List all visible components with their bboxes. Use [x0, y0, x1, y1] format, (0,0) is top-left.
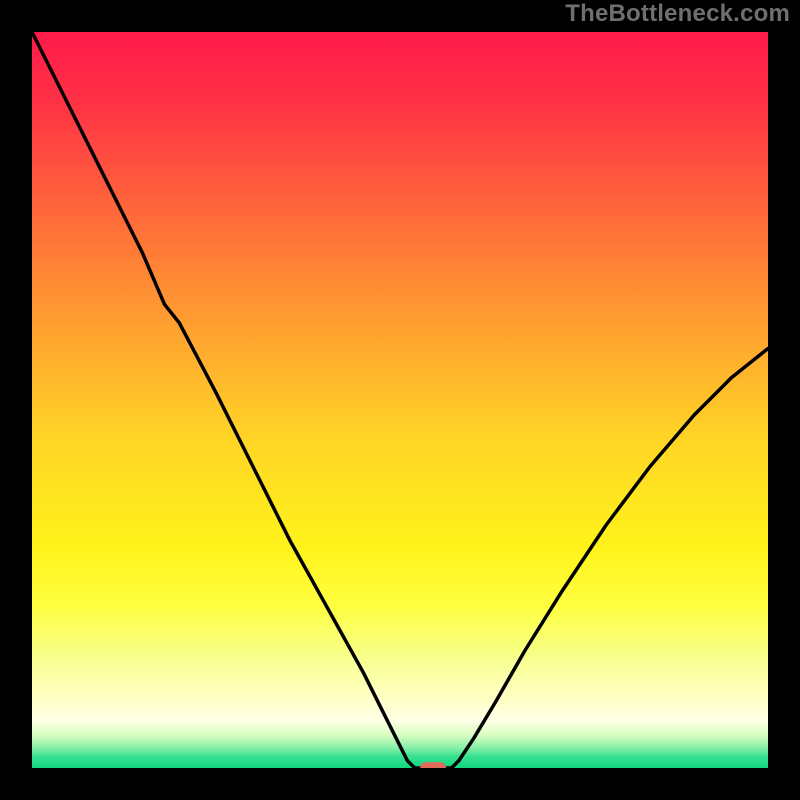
- plot-area: [32, 32, 768, 768]
- chart-root: TheBottleneck.com: [0, 0, 800, 800]
- watermark-text: TheBottleneck.com: [565, 0, 790, 28]
- optimum-marker: [420, 762, 446, 768]
- gradient-background: [32, 32, 768, 768]
- bottleneck-curve-chart: [32, 32, 768, 768]
